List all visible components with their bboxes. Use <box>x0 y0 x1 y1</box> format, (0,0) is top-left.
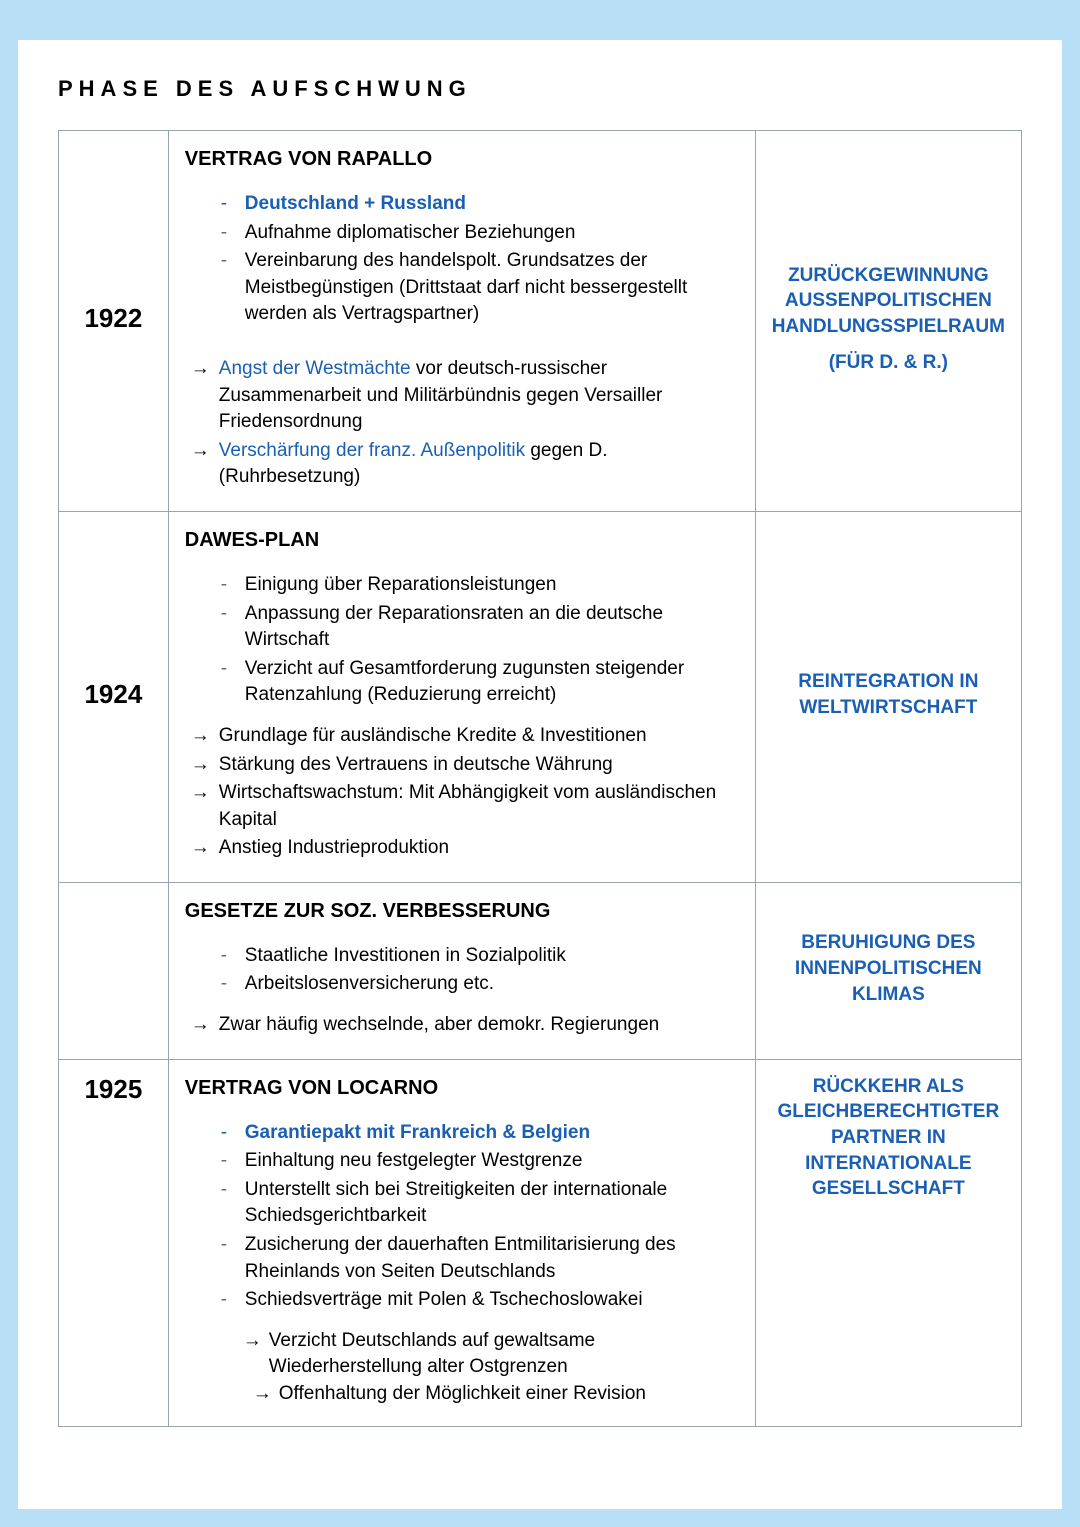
arrow-list: → Zwar häufig wechselnde, aber demokr. Re… <box>191 1012 739 1039</box>
content-cell: VERTRAG VON RAPALLO Deutschland + Russla… <box>168 131 755 512</box>
table-row: 1922 VERTRAG VON RAPALLO Deutschland + R… <box>59 131 1022 512</box>
arrow-icon: → <box>191 780 210 807</box>
list-item: Einigung über Reparationsleistungen <box>221 572 739 599</box>
outcome-subtext: (FÜR D. & R.) <box>772 350 1005 376</box>
list-item: Aufnahme diplomatischer Beziehungen <box>221 220 739 247</box>
arrow-icon: → <box>191 835 210 862</box>
arrow-list: → Grundlage für ausländische Kredite & In… <box>191 723 739 862</box>
bullet-text: Einigung über Reparationsleistungen <box>245 574 557 595</box>
outcome-cell: REINTEGRATION IN WELTWIRTSCHAFT <box>755 511 1021 882</box>
outcome-cell: RÜCKKEHR ALS GLEICHBERECHTIGTER PARTNER … <box>755 1059 1021 1426</box>
outcome-text: RÜCKKEHR ALS GLEICHBERECHTIGTER PARTNER … <box>772 1074 1005 1202</box>
event-title: GESETZE ZUR SOZ. VERBESSERUNG <box>185 897 739 925</box>
list-item: Verzicht auf Gesamtforderung zugunsten s… <box>221 656 739 709</box>
bullet-list: Einigung über Reparationsleistungen Anpa… <box>221 572 739 709</box>
outcome-text: ZURÜCKGEWINNUNG AUSSENPOLITISCHEN HANDLU… <box>772 263 1005 340</box>
sub-arrow-block: Verzicht Deutschlands auf gewaltsame Wie… <box>243 1328 739 1408</box>
page-title: PHASE DES AUFSCHWUNG <box>58 76 1022 102</box>
bullet-text: Einhaltung neu festgelegter Westgrenze <box>245 1150 583 1171</box>
arrow-icon: → <box>191 723 210 750</box>
page: PHASE DES AUFSCHWUNG 1922 VERTRAG VON RA… <box>0 0 1080 1527</box>
content-cell: GESETZE ZUR SOZ. VERBESSERUNG Staatliche… <box>168 882 755 1059</box>
event-title: DAWES-PLAN <box>185 526 739 554</box>
arrow-blue-prefix: Verschärfung der franz. Außenpolitik <box>219 440 525 461</box>
outcome-text: BERUHIGUNG DES INNENPOLITISCHEN KLIMAS <box>772 930 1005 1007</box>
spacer <box>185 342 739 356</box>
bullet-text: Anpassung der Reparationsraten an die de… <box>245 603 663 651</box>
arrow-icon: → <box>191 752 210 779</box>
list-item: Unterstellt sich bei Streitigkeiten der … <box>221 1177 739 1230</box>
arrow-text: Wirtschaftswachstum: Mit Abhängigkeit vo… <box>219 782 716 830</box>
list-item: →Angst der Westmächte vor deutsch-russis… <box>191 356 739 436</box>
list-item: → Grundlage für ausländische Kredite & In… <box>191 723 739 750</box>
table-row: 1925 VERTRAG VON LOCARNO Garantiepakt mi… <box>59 1059 1022 1426</box>
list-item: Arbeitslosenversicherung etc. <box>221 971 739 998</box>
bullet-text: Unterstellt sich bei Streitigkeiten der … <box>245 1179 667 1227</box>
bullet-text: Verzicht auf Gesamtforderung zugunsten s… <box>245 658 684 706</box>
content-cell: DAWES-PLAN Einigung über Reparationsleis… <box>168 511 755 882</box>
arrow-text: Zwar häufig wechselnde, aber demokr. Reg… <box>219 1014 659 1035</box>
bullet-text: Deutschland + Russland <box>245 193 466 214</box>
arrow-icon: → <box>191 438 210 465</box>
bullet-text: Zusicherung der dauerhaften Entmilitaris… <box>245 1234 676 1282</box>
list-item: Staatliche Investitionen in Sozialpoliti… <box>221 943 739 970</box>
arrow-list: →Angst der Westmächte vor deutsch-russis… <box>191 356 739 491</box>
arrow-text: Stärkung des Vertrauens in deutsche Währ… <box>219 754 613 775</box>
bullet-text: Vereinbarung des handelspolt. Grundsatze… <box>245 250 688 324</box>
list-item: → Anstieg Industrieproduktion <box>191 835 739 862</box>
list-item: Deutschland + Russland <box>221 191 739 218</box>
list-item: Garantiepakt mit Frankreich & Belgien <box>221 1120 739 1147</box>
bullet-text: Arbeitslosenversicherung etc. <box>245 973 494 994</box>
sub-arrow-text: Offenhaltung der Möglichkeit einer Revis… <box>279 1383 646 1404</box>
year-cell: 1924 <box>59 511 169 882</box>
year-cell: 1925 <box>59 1059 169 1426</box>
arrow-icon: → <box>191 356 210 383</box>
content-cell: VERTRAG VON LOCARNO Garantiepakt mit Fra… <box>168 1059 755 1426</box>
table-row: 1924 DAWES-PLAN Einigung über Reparation… <box>59 511 1022 882</box>
bullet-text: Garantiepakt mit Frankreich & Belgien <box>245 1122 590 1143</box>
outcome-cell: ZURÜCKGEWINNUNG AUSSENPOLITISCHEN HANDLU… <box>755 131 1021 512</box>
timeline-table: 1922 VERTRAG VON RAPALLO Deutschland + R… <box>58 130 1022 1427</box>
content-area: PHASE DES AUFSCHWUNG 1922 VERTRAG VON RA… <box>18 40 1062 1457</box>
table-row: GESETZE ZUR SOZ. VERBESSERUNG Staatliche… <box>59 882 1022 1059</box>
sub-arrow-line: Offenhaltung der Möglichkeit einer Revis… <box>253 1381 739 1408</box>
bullet-list: Deutschland + Russland Aufnahme diplomat… <box>221 191 739 328</box>
year-cell <box>59 882 169 1059</box>
list-item: → Zwar häufig wechselnde, aber demokr. Re… <box>191 1012 739 1039</box>
arrow-icon: → <box>191 1012 210 1039</box>
arrow-blue-prefix: Angst der Westmächte <box>219 358 411 379</box>
bullet-text: Aufnahme diplomatischer Beziehungen <box>245 222 576 243</box>
list-item: Einhaltung neu festgelegter Westgrenze <box>221 1148 739 1175</box>
list-item: Zusicherung der dauerhaften Entmilitaris… <box>221 1232 739 1285</box>
list-item: Vereinbarung des handelspolt. Grundsatze… <box>221 248 739 328</box>
bullet-text: Staatliche Investitionen in Sozialpoliti… <box>245 945 566 966</box>
list-item: →Verschärfung der franz. Außenpolitik ge… <box>191 438 739 491</box>
outcome-text: REINTEGRATION IN WELTWIRTSCHAFT <box>772 669 1005 720</box>
arrow-text: Grundlage für ausländische Kredite & Inv… <box>219 725 647 746</box>
sub-arrow-line: Verzicht Deutschlands auf gewaltsame Wie… <box>243 1328 739 1381</box>
year-cell: 1922 <box>59 131 169 512</box>
arrow-text: Anstieg Industrieproduktion <box>219 837 449 858</box>
list-item: Anpassung der Reparationsraten an die de… <box>221 601 739 654</box>
bullet-list: Garantiepakt mit Frankreich & Belgien Ei… <box>221 1120 739 1314</box>
bullet-list: Staatliche Investitionen in Sozialpoliti… <box>221 943 739 998</box>
list-item: → Stärkung des Vertrauens in deutsche Wäh… <box>191 752 739 779</box>
list-item: Schiedsverträge mit Polen & Tschechoslow… <box>221 1287 739 1314</box>
list-item: → Wirtschaftswachstum: Mit Abhängigkeit v… <box>191 780 739 833</box>
event-title: VERTRAG VON RAPALLO <box>185 145 739 173</box>
sub-arrow-text: Verzicht Deutschlands auf gewaltsame Wie… <box>269 1330 595 1378</box>
outcome-cell: BERUHIGUNG DES INNENPOLITISCHEN KLIMAS <box>755 882 1021 1059</box>
bullet-text: Schiedsverträge mit Polen & Tschechoslow… <box>245 1289 643 1310</box>
event-title: VERTRAG VON LOCARNO <box>185 1074 739 1102</box>
top-bar <box>18 0 1062 40</box>
